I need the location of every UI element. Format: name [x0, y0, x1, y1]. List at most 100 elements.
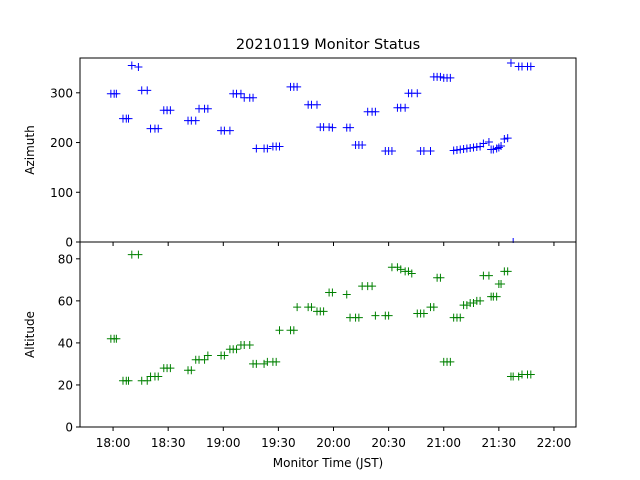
- altitude-point: [469, 298, 478, 307]
- altitude-panel: 0 20 40 60 80 Altitude 18:00 18:30 19:00 19:30 20:…: [23, 241, 577, 450]
- altitude-points: [106, 250, 535, 385]
- altitude-ytick-label: 60: [58, 294, 73, 308]
- altitude-point: [368, 282, 377, 291]
- altitude-point: [404, 267, 413, 276]
- azimuth-point: [312, 100, 321, 109]
- azimuth-ytick-label: 300: [50, 86, 73, 100]
- altitude-point: [275, 326, 284, 335]
- azimuth-point: [249, 93, 258, 102]
- azimuth-ytick-label: 0: [65, 236, 73, 250]
- altitude-point: [245, 341, 254, 350]
- altitude-point: [307, 303, 316, 312]
- azimuth-points: [106, 58, 535, 243]
- azimuth-point: [154, 124, 163, 133]
- altitude-ytick-label: 40: [58, 336, 73, 350]
- chart-panels: 0 100 200 300 Azimuth 0 20 40 60 80 Altitude 18:00 1…: [23, 57, 577, 450]
- altitude-frame: [79, 241, 577, 428]
- altitude-point: [293, 303, 302, 312]
- altitude-point: [419, 309, 428, 318]
- altitude-point: [446, 357, 455, 366]
- altitude-point: [328, 288, 337, 297]
- altitude-point: [514, 372, 523, 381]
- altitude-point: [396, 265, 405, 274]
- altitude-ytick-label: 20: [58, 378, 73, 392]
- azimuth-point: [479, 139, 488, 148]
- altitude-point: [484, 271, 493, 280]
- altitude-point: [260, 359, 269, 368]
- altitude-point: [319, 307, 328, 316]
- azimuth-point: [191, 116, 200, 125]
- azimuth-point: [358, 141, 367, 150]
- azimuth-point: [526, 62, 535, 71]
- altitude-point: [220, 351, 229, 360]
- altitude-point: [384, 311, 393, 320]
- x-tick-label: 22:00: [537, 436, 572, 450]
- altitude-point: [154, 372, 163, 381]
- altitude-point: [503, 267, 512, 276]
- altitude-point: [492, 292, 501, 301]
- altitude-point: [407, 269, 416, 278]
- altitude-ytick-label: 80: [58, 252, 73, 266]
- x-tick-label: 21:00: [426, 436, 461, 450]
- azimuth-panel: 0 100 200 300 Azimuth: [23, 57, 577, 250]
- altitude-point: [526, 370, 535, 379]
- azimuth-point: [275, 142, 284, 151]
- altitude-point: [393, 263, 402, 272]
- azimuth-point: [166, 106, 175, 115]
- altitude-point: [354, 313, 363, 322]
- azimuth-point: [401, 103, 410, 112]
- altitude-point: [134, 250, 143, 259]
- azimuth-point: [225, 126, 234, 135]
- altitude-point: [187, 366, 196, 375]
- x-tick-label: 21:30: [482, 436, 517, 450]
- azimuth-point: [124, 114, 133, 123]
- azimuth-point: [252, 144, 261, 153]
- x-tick-label: 20:00: [316, 436, 351, 450]
- azimuth-point: [503, 134, 512, 143]
- altitude-point: [436, 273, 445, 282]
- azimuth-ytick-label: 100: [50, 186, 73, 200]
- azimuth-point: [426, 146, 435, 155]
- azimuth-point: [500, 135, 509, 144]
- azimuth-point: [203, 104, 212, 113]
- altitude-point: [371, 311, 380, 320]
- azimuth-point: [436, 72, 445, 81]
- altitude-point: [289, 326, 298, 335]
- azimuth-point: [293, 82, 302, 91]
- azimuth-axis-label: Azimuth: [23, 125, 37, 174]
- chart-title: 20210119 Monitor Status: [236, 37, 420, 53]
- azimuth-point: [127, 61, 136, 70]
- x-tick-label: 19:30: [261, 436, 296, 450]
- altitude-point: [200, 355, 209, 364]
- altitude-point: [497, 280, 506, 289]
- azimuth-point: [371, 107, 380, 116]
- azimuth-point: [489, 145, 498, 154]
- altitude-point: [124, 376, 133, 385]
- altitude-point: [342, 290, 351, 299]
- altitude-point: [166, 364, 175, 373]
- azimuth-point: [497, 142, 506, 151]
- altitude-point: [112, 334, 121, 343]
- altitude-point: [476, 296, 485, 305]
- azimuth-point: [263, 144, 272, 153]
- altitude-point: [456, 313, 465, 322]
- azimuth-point: [413, 89, 422, 98]
- altitude-ytick-label: 0: [65, 421, 73, 435]
- x-axis-label: Monitor Time (JST): [273, 456, 383, 470]
- azimuth-point: [134, 62, 143, 71]
- azimuth-point: [387, 146, 396, 155]
- azimuth-point: [328, 123, 337, 132]
- azimuth-point: [506, 58, 515, 67]
- azimuth-point: [143, 86, 152, 95]
- azimuth-point: [112, 89, 121, 98]
- altitude-point: [143, 376, 152, 385]
- altitude-axis-label: Altitude: [23, 311, 37, 358]
- x-tick-label: 18:30: [151, 436, 186, 450]
- azimuth-ytick-label: 200: [50, 136, 73, 150]
- altitude-point: [429, 303, 438, 312]
- azimuth-point: [236, 89, 245, 98]
- azimuth-point: [484, 138, 493, 147]
- altitude-point: [272, 357, 281, 366]
- azimuth-point: [346, 123, 355, 132]
